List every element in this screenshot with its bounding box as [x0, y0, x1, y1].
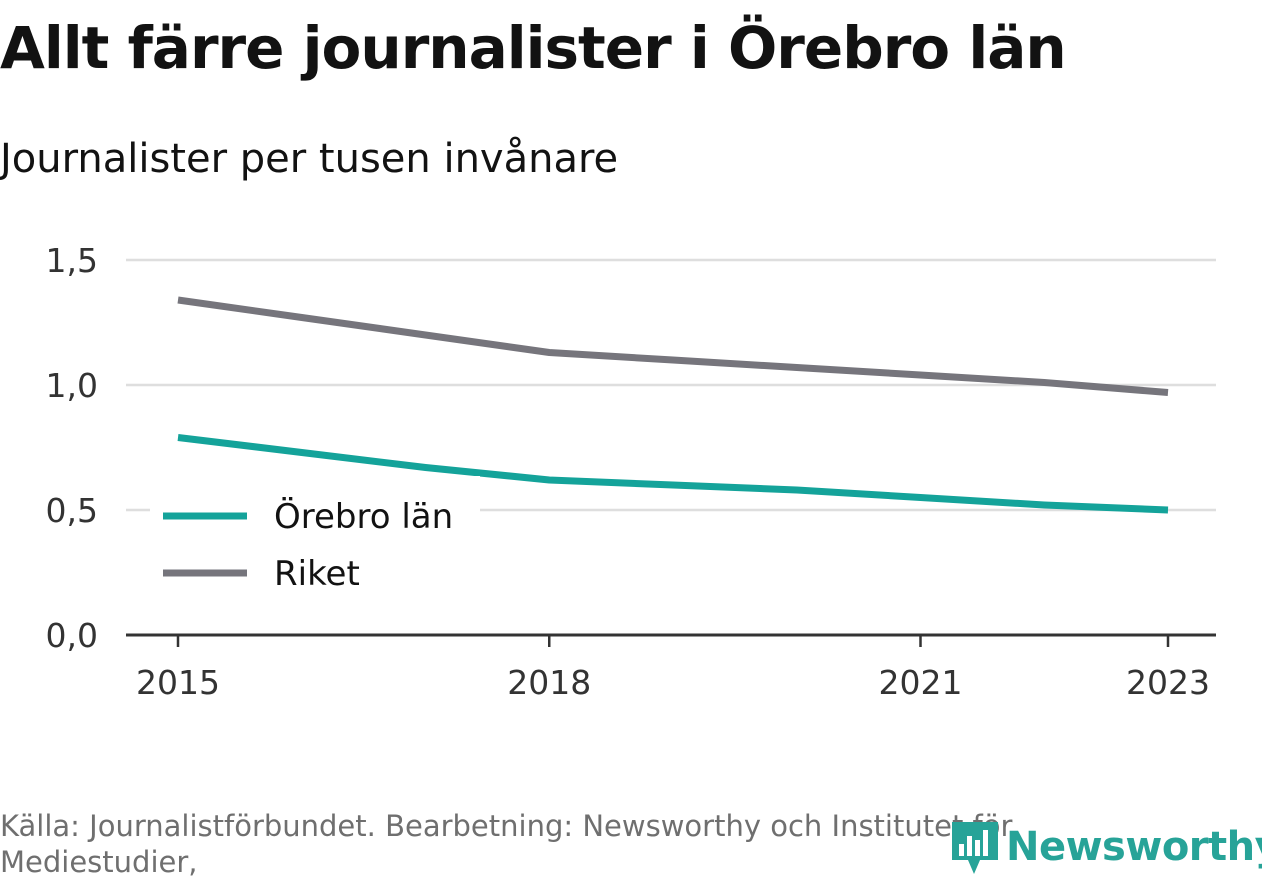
legend-label: Riket [274, 554, 360, 594]
legend-background [150, 533, 480, 589]
source-note: Källa: Journalistförbundet. Bearbetning:… [0, 809, 1013, 879]
legend-label: Örebro län [274, 496, 453, 537]
newsworthy-logo-text: Newsworthy [1006, 824, 1262, 870]
series-line [177, 434, 1169, 514]
y-tick-label: 0,0 [46, 616, 98, 655]
y-tick-label: 1,5 [46, 241, 98, 280]
y-tick-label: 0,5 [46, 491, 98, 530]
series-line [177, 296, 1169, 396]
chart-subtitle: Journalister per tusen invånare [0, 136, 619, 182]
newsworthy-logo-icon [952, 822, 998, 874]
x-tick-label: 2021 [879, 663, 963, 702]
x-tick-label: 2015 [136, 663, 220, 702]
legend-background [150, 476, 480, 532]
y-tick-label: 1,0 [46, 366, 98, 405]
newsworthy-logo: Newsworthy [950, 818, 1262, 876]
x-tick-label: 2018 [507, 663, 591, 702]
x-tick-label: 2023 [1126, 663, 1210, 702]
chart-title: Allt färre journalister i Örebro län [0, 14, 1067, 82]
